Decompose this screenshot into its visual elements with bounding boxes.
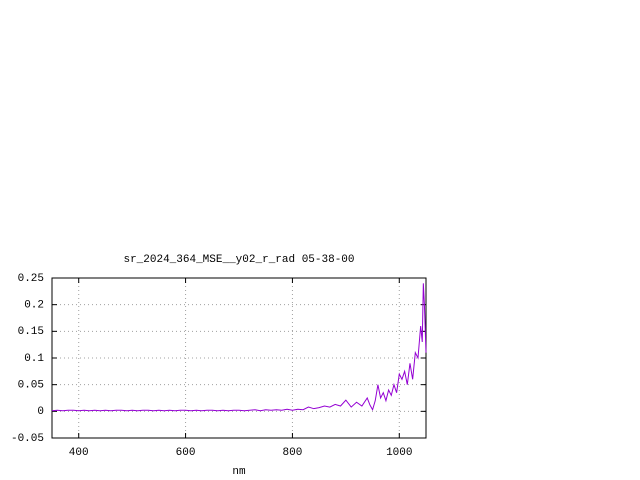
x-axis-label: nm	[232, 466, 246, 478]
plot-border	[51, 277, 427, 439]
y-tick-label: 0.15	[18, 326, 44, 338]
y-tick-label: 0.2	[24, 300, 44, 312]
y-tick-label: 0	[37, 406, 44, 418]
chart-title: sr_2024_364_MSE__y02_r_rad 05-38-00	[123, 254, 354, 266]
x-tick-label: 1000	[386, 447, 412, 459]
x-tick-label: 800	[283, 447, 303, 459]
x-tick-label: 600	[176, 447, 196, 459]
y-tick-label: 0.1	[24, 353, 44, 365]
y-tick-label: 0.25	[18, 273, 44, 285]
x-tick-label: 400	[69, 447, 89, 459]
y-tick-label: 0.05	[18, 380, 44, 392]
y-tick-label: -0.05	[11, 433, 44, 445]
data-line	[51, 283, 427, 412]
